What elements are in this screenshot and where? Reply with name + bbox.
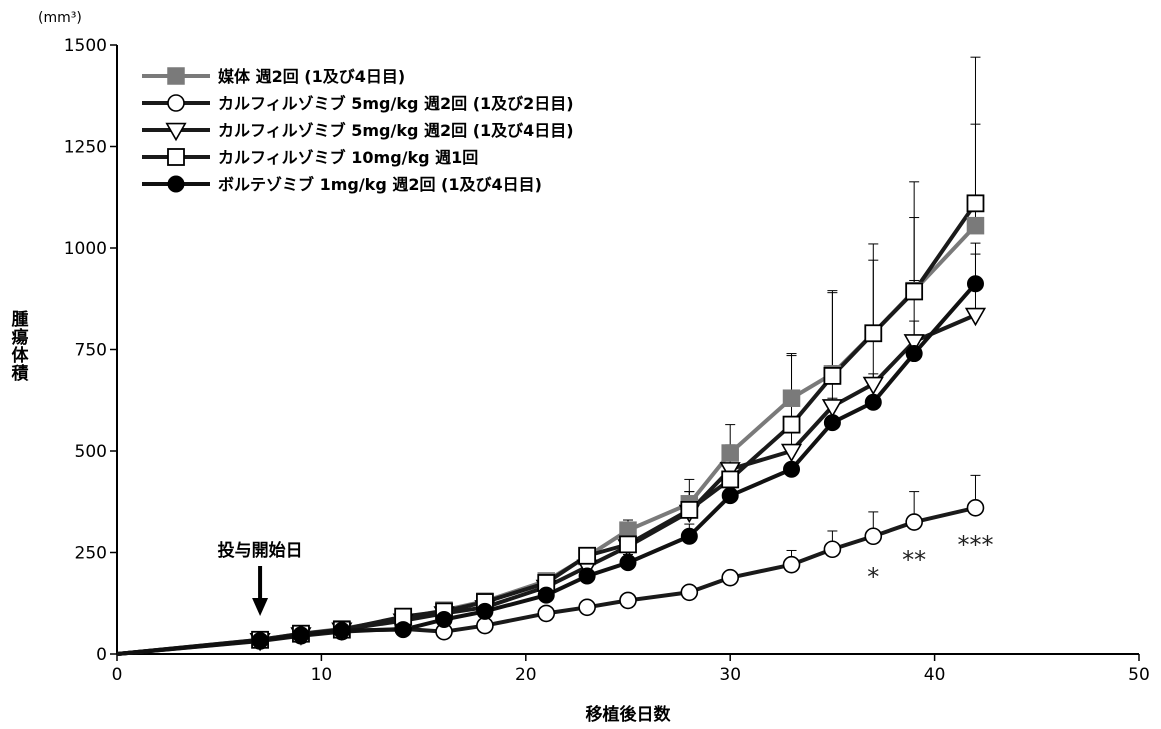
x-tick-label: 10 — [311, 665, 333, 685]
data-point-2 — [966, 499, 985, 517]
data-point-2 — [476, 616, 494, 635]
data-point-5 — [680, 527, 698, 545]
data-point-5 — [864, 393, 882, 411]
data-point-1 — [782, 389, 801, 407]
data-point-2 — [782, 555, 801, 574]
data-point-5 — [251, 632, 269, 650]
data-point-2 — [823, 540, 842, 559]
data-point-5 — [476, 602, 494, 620]
legend-marker — [165, 122, 187, 142]
data-point-2 — [578, 598, 596, 617]
axes: 0 250 500 750 1000 1250 1500 0 10 20 30 40 50 — [64, 36, 1150, 685]
data-point-5 — [721, 487, 739, 505]
data-point-3 — [780, 443, 803, 463]
legend-marker — [167, 148, 185, 166]
y-tick-label: 1500 — [64, 36, 107, 56]
data-point-2 — [537, 604, 556, 623]
y-unit-label: (mm³) — [38, 10, 82, 26]
x-tick-label: 50 — [1128, 665, 1150, 685]
annotation-arrow-head — [252, 598, 269, 616]
data-point-4 — [782, 415, 801, 434]
significance-mark: * — [867, 563, 879, 591]
significance-mark: ** — [902, 546, 926, 574]
data-point-5 — [537, 586, 555, 604]
legend-marker — [167, 67, 185, 85]
data-point-2 — [680, 583, 699, 602]
data-point-3 — [821, 399, 843, 418]
data-point-3 — [903, 334, 925, 353]
data-point-5 — [905, 345, 923, 363]
data-point-1 — [721, 444, 739, 462]
data-point-3 — [862, 376, 884, 396]
legend-label: ボルテゾミブ 1mg/kg 週2回 (1及び4日目) — [218, 175, 542, 194]
y-tick-label: 0 — [96, 645, 107, 665]
x-tick-label: 20 — [515, 665, 537, 685]
data-point-4 — [864, 324, 883, 343]
y-tick-label: 1000 — [64, 239, 107, 259]
data-point-4 — [823, 366, 842, 385]
x-tick-label: 30 — [719, 665, 741, 685]
data-point-2 — [905, 513, 923, 531]
significance-mark: *** — [957, 531, 993, 559]
data-point-5 — [966, 275, 984, 293]
data-point-2 — [864, 527, 883, 546]
legend-label: カルフィルゾミブ 10mg/kg 週1回 — [218, 148, 478, 167]
legend-marker — [167, 94, 185, 112]
legend: 媒体 週2回 (1及び4日目) カルフィルゾミブ 5mg/kg 週2回 (1及び2… — [142, 67, 574, 194]
y-axis-title: 腫瘍体積 — [12, 309, 30, 384]
data-point-2 — [619, 591, 637, 610]
data-point-5 — [578, 567, 596, 585]
legend-label: カルフィルゾミブ 5mg/kg 週2回 (1及び2日目) — [218, 94, 574, 113]
data-point-4 — [619, 535, 637, 554]
data-point-4 — [966, 194, 985, 213]
data-point-5 — [823, 414, 841, 432]
data-point-4 — [905, 282, 924, 301]
data-point-5 — [394, 621, 412, 639]
data-point-4 — [680, 500, 699, 519]
data-point-4 — [721, 470, 740, 489]
y-tick-label: 500 — [75, 442, 107, 462]
legend-label: カルフィルゾミブ 5mg/kg 週2回 (1及び4日目) — [218, 121, 574, 140]
series-markers — [249, 194, 987, 652]
annotations: 投与開始日****** — [218, 531, 993, 616]
data-point-5 — [435, 610, 453, 628]
x-tick-label: 40 — [924, 665, 946, 685]
y-tick-label: 250 — [75, 544, 107, 564]
data-point-5 — [292, 626, 310, 644]
data-point-5 — [619, 554, 637, 572]
data-point-2 — [721, 568, 740, 587]
data-point-1 — [966, 216, 985, 235]
data-point-4 — [578, 546, 597, 565]
y-tick-label: 750 — [75, 341, 107, 361]
data-point-5 — [783, 460, 801, 478]
annotation-label: 投与開始日 — [218, 540, 303, 561]
legend-label: 媒体 週2回 (1及び4日目) — [218, 67, 405, 86]
x-axis-title: 移植後日数 — [586, 704, 672, 725]
y-tick-label: 1250 — [64, 138, 107, 158]
data-point-5 — [333, 621, 351, 639]
x-tick-label: 0 — [112, 665, 123, 685]
data-point-3 — [964, 307, 987, 327]
legend-marker — [167, 175, 185, 193]
